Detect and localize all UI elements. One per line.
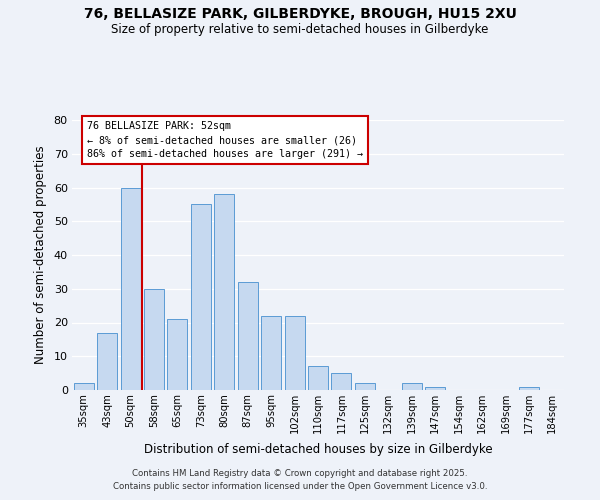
Text: Size of property relative to semi-detached houses in Gilberdyke: Size of property relative to semi-detach… (112, 22, 488, 36)
Bar (214, 194, 234, 390)
Y-axis label: Number of semi-detached properties: Number of semi-detached properties (34, 146, 47, 364)
Bar (121, 188, 140, 390)
Bar (261, 316, 281, 390)
Text: Contains public sector information licensed under the Open Government Licence v3: Contains public sector information licen… (113, 482, 487, 491)
Bar (191, 204, 211, 390)
Bar (402, 383, 422, 390)
Bar (425, 386, 445, 390)
Bar (519, 386, 539, 390)
Bar (331, 373, 352, 390)
Text: 76, BELLASIZE PARK, GILBERDYKE, BROUGH, HU15 2XU: 76, BELLASIZE PARK, GILBERDYKE, BROUGH, … (83, 8, 517, 22)
Text: Contains HM Land Registry data © Crown copyright and database right 2025.: Contains HM Land Registry data © Crown c… (132, 468, 468, 477)
Bar (238, 282, 257, 390)
Bar (308, 366, 328, 390)
Bar (97, 332, 117, 390)
Text: 76 BELLASIZE PARK: 52sqm
← 8% of semi-detached houses are smaller (26)
86% of se: 76 BELLASIZE PARK: 52sqm ← 8% of semi-de… (87, 122, 363, 160)
Bar (284, 316, 305, 390)
Bar (167, 319, 187, 390)
Text: Distribution of semi-detached houses by size in Gilberdyke: Distribution of semi-detached houses by … (143, 442, 493, 456)
Bar (355, 383, 375, 390)
Bar (74, 383, 94, 390)
Bar (144, 289, 164, 390)
